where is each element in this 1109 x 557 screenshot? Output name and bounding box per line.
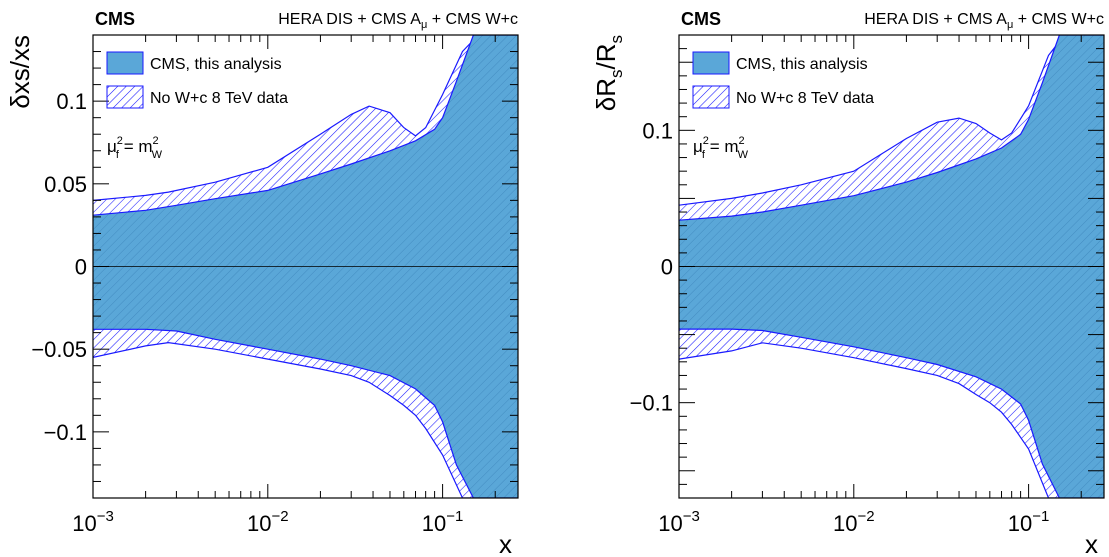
y-tick-label: 0 [75,255,87,280]
chart-title-tail: + CMS W+c [427,11,518,28]
annotation-exponent: 2 [153,135,159,147]
cms-band-lower-edge [93,328,518,498]
x-tick-label-exponent: −3 [683,508,700,525]
legend-label: CMS, this analysis [736,56,868,73]
experiment-label: CMS [681,9,721,29]
chart-title-subscript: μ [1007,19,1013,31]
x-tick-label-base: 10 [833,511,857,536]
x-tick-label: 10−3 [658,508,700,536]
annotation-subscript: W [738,149,749,161]
x-axis-label: x [1085,529,1098,557]
x-tick-label-exponent: −1 [1032,508,1049,525]
y-tick-label: −0.05 [31,337,87,362]
x-tick-label-exponent: −2 [271,508,288,525]
scale-annotation: μ2 f = m2 W [693,135,749,161]
legend-label: No W+c 8 TeV data [150,90,288,107]
legend-label: CMS, this analysis [150,56,282,73]
x-tick-label: 10−2 [247,508,289,536]
x-tick-label-base: 10 [247,511,271,536]
y-tick-label: 0.05 [44,172,87,197]
annotation-exponent: 2 [703,135,709,147]
y-tick-label: −0.1 [44,420,87,445]
x-tick-label-exponent: −1 [446,508,463,525]
x-tick-label-exponent: −3 [97,508,114,525]
nowc-band-upper-edge [93,35,518,201]
nowc-band-lower-edge [93,341,518,498]
cms-band-upper-edge [679,35,1104,221]
scale-annotation: μ2 f = m2 W [107,135,163,161]
x-tick-label-exponent: −2 [857,508,874,525]
annotation-subscript: W [152,149,163,161]
y-tick-label: −0.1 [630,391,673,416]
legend-swatch-cms [106,51,144,75]
plot-area [93,35,518,498]
y-axis-label-sub: s [607,70,626,79]
annotation-subscript: f [702,149,706,161]
x-tick-label: 10−2 [833,508,875,536]
y-axis-label-sub: s [607,35,626,44]
legend-label: No W+c 8 TeV data [736,90,874,107]
y-axis-label-mid: /R [591,44,621,70]
x-tick-label: 10−1 [422,508,464,536]
annotation-exponent: 2 [739,135,745,147]
y-tick-label: 0.1 [642,118,673,143]
y-tick-label: 0.1 [56,89,87,114]
annotation-subscript: f [116,149,120,161]
legend: CMS, this analysis No W+c 8 TeV data [692,51,874,109]
chart-title-tail: + CMS W+c [1013,11,1104,28]
x-tick-label-base: 10 [72,511,96,536]
cms-band-upper-edge [93,35,518,216]
annotation-equals-m: = m [705,137,739,156]
y-axis-label-main: δxs/xs [5,35,35,109]
annotation-mu: μ [693,137,703,156]
y-axis-label: δRs/Rs [591,35,626,111]
x-tick-label: 10−1 [1008,508,1050,536]
x-tick-label-base: 10 [422,511,446,536]
chart-title-main: HERA DIS + CMS A [864,11,1007,28]
experiment-label: CMS [95,9,135,29]
chart-title: HERA DIS + CMS Aμ + CMS W+c [278,11,518,31]
nowc-band-upper-edge [679,35,1104,206]
chart-title-subscript: μ [421,19,427,31]
chart-title-main: HERA DIS + CMS A [278,11,421,28]
legend-swatch-nowc [692,85,730,109]
y-axis-label-main: δR [591,78,621,111]
x-axis-label: x [499,529,512,557]
y-axis-label: δxs/xs [5,35,35,109]
legend: CMS, this analysis No W+c 8 TeV data [106,51,288,109]
plot-area [679,35,1104,498]
x-tick-label-base: 10 [658,511,682,536]
legend-swatch-nowc [106,85,144,109]
x-tick-label: 10−3 [72,508,114,536]
nowc-band-lower-edge [679,342,1104,498]
annotation-mu: μ [107,137,117,156]
chart-title: HERA DIS + CMS Aμ + CMS W+c [864,11,1104,31]
annotation-equals-m: = m [119,137,153,156]
x-tick-label-base: 10 [1008,511,1032,536]
cms-band-lower-edge [679,328,1104,498]
legend-swatch-cms [692,51,730,75]
annotation-exponent: 2 [117,135,123,147]
y-tick-label: 0 [661,255,673,280]
